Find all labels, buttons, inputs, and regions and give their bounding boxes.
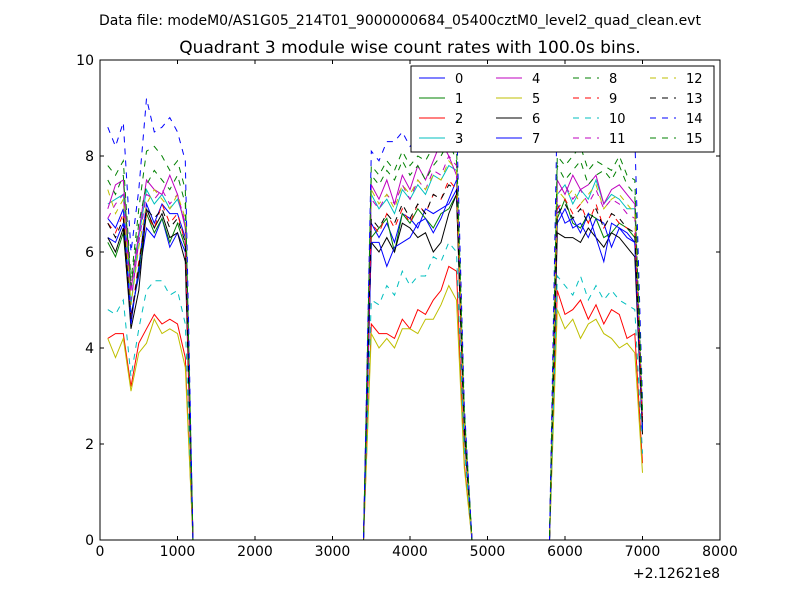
legend-label-7: 7 (532, 132, 540, 147)
y-tick-label: 10 (76, 53, 94, 69)
legend-label-2: 2 (455, 112, 463, 127)
legend-label-8: 8 (609, 72, 617, 87)
legend-label-13: 13 (686, 92, 703, 107)
chart-title: Quadrant 3 module wise count rates with … (179, 38, 640, 58)
x-tick-label: 0 (96, 544, 105, 560)
x-tick-label: 6000 (547, 544, 583, 560)
x-tick-label: 1000 (160, 544, 196, 560)
legend-label-6: 6 (532, 112, 540, 127)
x-tick-label: 2000 (237, 544, 273, 560)
legend-label-14: 14 (686, 112, 703, 127)
x-axis-offset-label: +2.12621e8 (633, 566, 720, 582)
x-tick-label: 3000 (315, 544, 351, 560)
y-tick-label: 8 (85, 149, 94, 165)
legend-label-1: 1 (455, 92, 463, 107)
x-tick-label: 4000 (392, 544, 428, 560)
legend-label-4: 4 (532, 72, 540, 87)
y-tick-label: 6 (85, 245, 94, 261)
x-tick-label: 8000 (702, 544, 738, 560)
data-file-label: Data file: modeM0/AS1G05_214T01_90000006… (99, 13, 701, 29)
legend-label-15: 15 (686, 132, 703, 147)
legend-label-10: 10 (609, 112, 626, 127)
legend-label-0: 0 (455, 72, 463, 87)
y-tick-label: 4 (85, 341, 94, 357)
legend-label-11: 11 (609, 132, 626, 147)
x-tick-label: 5000 (470, 544, 506, 560)
legend-label-9: 9 (609, 92, 617, 107)
legend-label-5: 5 (532, 92, 540, 107)
y-tick-label: 0 (85, 533, 94, 549)
series-line-14 (107, 98, 643, 541)
series-line-13 (107, 184, 643, 541)
y-tick-label: 2 (85, 437, 94, 453)
legend-label-12: 12 (686, 72, 703, 87)
x-tick-label: 7000 (625, 544, 661, 560)
series-line-10 (107, 241, 643, 541)
legend-label-3: 3 (455, 132, 463, 147)
plot-frame (99, 59, 721, 541)
